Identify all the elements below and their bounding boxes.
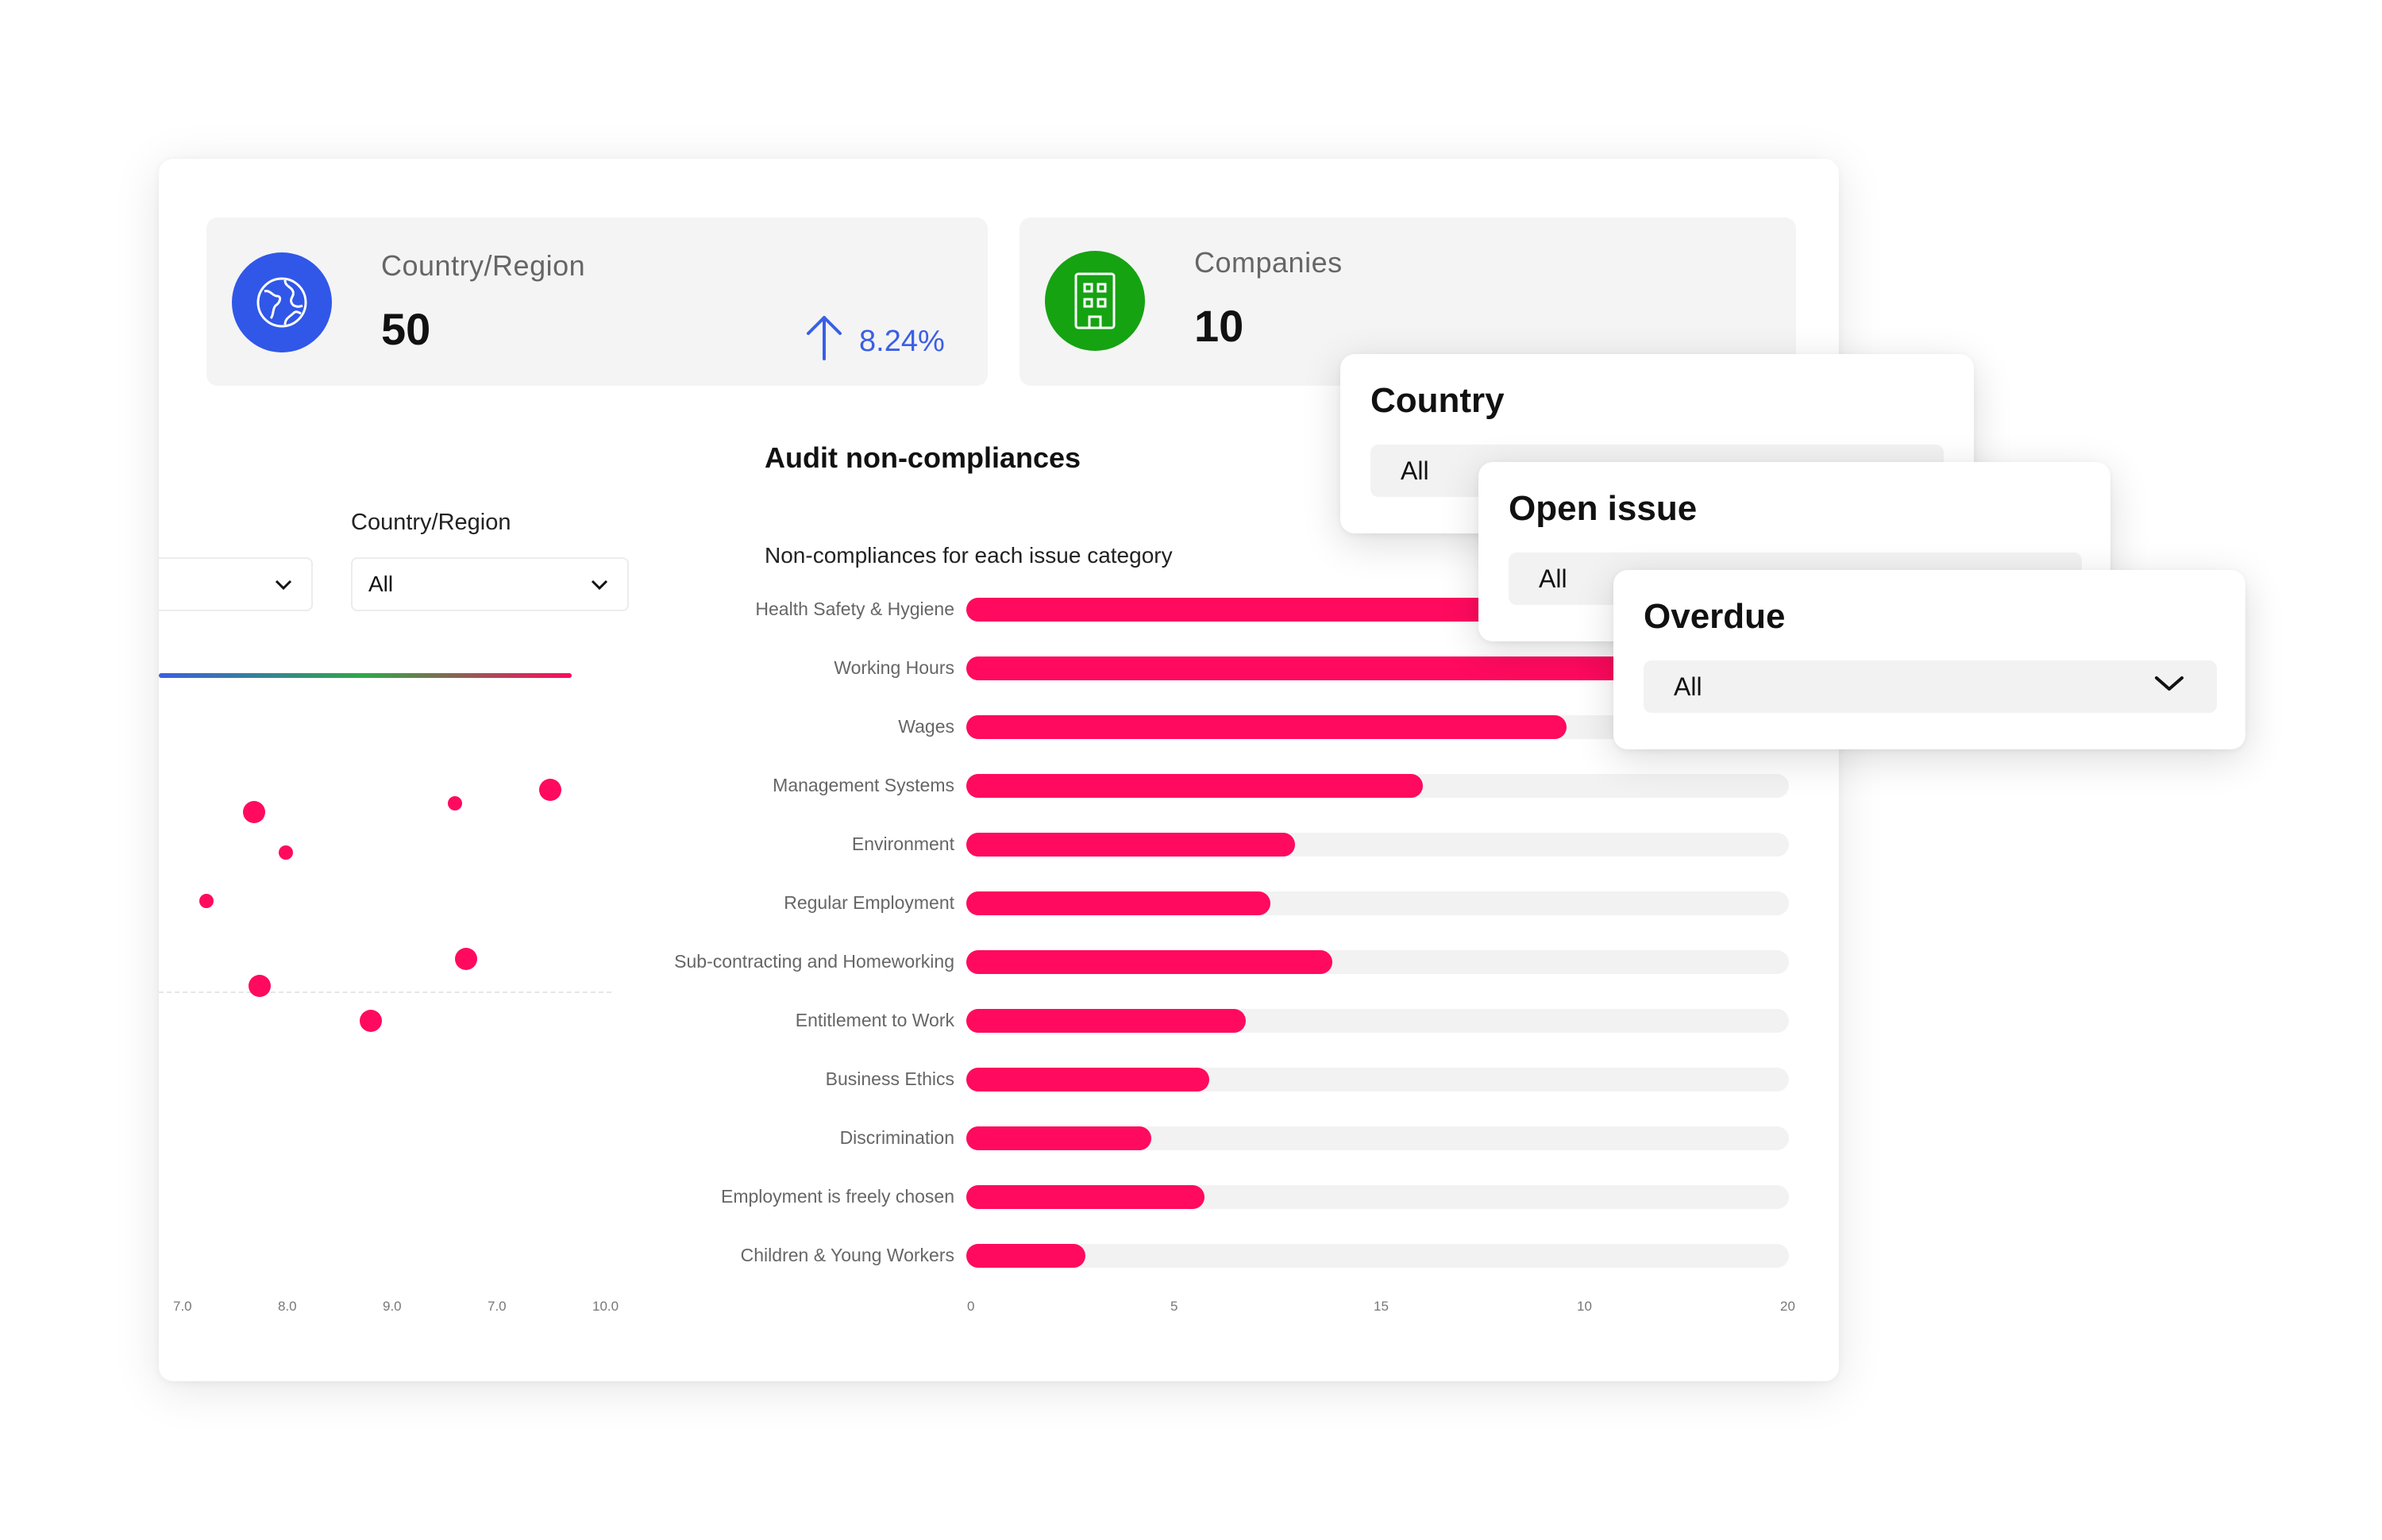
scatter-point[interactable] (454, 948, 477, 970)
chevron-down-icon (2152, 672, 2187, 702)
overdue-popup-title: Overdue (1644, 597, 1786, 636)
scatter-point[interactable] (243, 801, 265, 824)
bar-category-label: Discrimination (839, 1127, 954, 1148)
scatter-x-ticks: 7.0 8.0 9.0 7.0 10.0 (159, 1299, 635, 1322)
bar-row: Employment is freely chosen (159, 1181, 1839, 1213)
country-region-filter-label: Country/Region (351, 510, 511, 535)
bar-category-label: Management Systems (773, 775, 954, 795)
dashboard-card: Country/Region 50 8.24% Companies 10 Cou… (159, 159, 1839, 1381)
bar-x-ticks: 0 5 15 10 20 (159, 1299, 1839, 1322)
bar[interactable] (966, 833, 1295, 857)
bar-track (966, 774, 1789, 798)
country-stat-value: 50 (381, 304, 431, 354)
bar-x-tick-label: 20 (1780, 1299, 1795, 1314)
scatter-x-tick-label: 7.0 (173, 1299, 192, 1314)
scatter-plot (159, 714, 635, 1159)
scatter-x-tick-label: 7.0 (488, 1299, 507, 1314)
bar-row: Working Hours (159, 653, 1839, 684)
trend-value: 8.24% (859, 324, 945, 358)
scatter-point[interactable] (199, 894, 214, 909)
bar-track (966, 1244, 1789, 1268)
bar-row: Business Ethics (159, 1064, 1839, 1095)
bar-row: Sub-contracting and Homeworking (159, 946, 1839, 978)
overdue-popup-select[interactable]: All (1644, 660, 2217, 713)
bar[interactable] (966, 715, 1567, 739)
chevron-down-icon (588, 572, 611, 596)
bar-x-tick-label: 5 (1170, 1299, 1178, 1314)
bar-track (966, 950, 1789, 974)
gradient-divider (159, 673, 572, 678)
bar-track (966, 1185, 1789, 1209)
country-region-select-value: All (368, 572, 394, 596)
country-stat-card: Country/Region 50 8.24% (206, 218, 988, 386)
bar-category-label: Sub-contracting and Homeworking (674, 951, 954, 972)
chevron-down-icon (272, 572, 295, 596)
scatter-point[interactable] (448, 796, 463, 810)
globe-icon (232, 252, 332, 352)
bar-category-label: Working Hours (834, 657, 954, 678)
country-popup-value: All (1401, 456, 1429, 485)
bar[interactable] (966, 1244, 1085, 1268)
country-popup-title: Country (1370, 381, 1505, 420)
companies-stat-value: 10 (1194, 301, 1244, 351)
bar[interactable] (966, 656, 1686, 680)
scatter-x-tick-label: 10.0 (592, 1299, 619, 1314)
scatter-point[interactable] (539, 779, 562, 802)
bar-track (966, 891, 1789, 915)
bar-track (966, 1068, 1789, 1091)
arrow-up-icon (804, 313, 845, 370)
companies-stat-label: Companies (1194, 246, 1343, 279)
bar-track (966, 833, 1789, 857)
bar-track (966, 1009, 1789, 1033)
open-issue-popup-title: Open issue (1509, 489, 1698, 528)
left-cut-select[interactable] (159, 557, 313, 611)
country-region-select[interactable]: All (351, 557, 629, 611)
bar[interactable] (966, 1126, 1151, 1150)
bar[interactable] (966, 774, 1423, 798)
overdue-popup: Overdue All (1613, 570, 2245, 749)
scatter-dashed-line (159, 991, 611, 993)
bar-category-label: Entitlement to Work (795, 1010, 954, 1030)
bar[interactable] (966, 1068, 1209, 1091)
bar-row: Entitlement to Work (159, 1005, 1839, 1037)
scatter-point[interactable] (248, 974, 271, 997)
scatter-point[interactable] (359, 1010, 382, 1033)
bar-row: Discrimination (159, 1122, 1839, 1154)
scatter-x-tick-label: 8.0 (278, 1299, 297, 1314)
bar-row: Children & Young Workers (159, 1240, 1839, 1272)
bar-chart: Health Safety & Hygiene Working Hours Wage… (159, 159, 1839, 1381)
scatter-point[interactable] (279, 845, 293, 860)
bar-row: Wages (159, 711, 1839, 743)
bar-x-tick-label: 15 (1374, 1299, 1389, 1314)
chart-subtitle: Non-compliances for each issue category (765, 543, 1173, 568)
bar-x-tick-label: 0 (967, 1299, 975, 1314)
open-issue-popup-value: All (1539, 564, 1567, 593)
building-icon (1045, 251, 1145, 351)
bar-category-label: Employment is freely chosen (720, 1186, 954, 1207)
bar-track (966, 1126, 1789, 1150)
bar-category-label: Regular Employment (784, 892, 954, 913)
scatter-x-tick-label: 9.0 (383, 1299, 402, 1314)
bar-category-label: Business Ethics (825, 1068, 954, 1089)
bar-category-label: Environment (851, 834, 954, 854)
bar[interactable] (966, 1185, 1204, 1209)
overdue-popup-value: All (1674, 672, 1702, 701)
bar-row: Environment (159, 829, 1839, 860)
bar-category-label: Health Safety & Hygiene (755, 599, 954, 619)
chart-heading: Audit non-compliances (765, 441, 1081, 474)
bar-x-tick-label: 10 (1577, 1299, 1592, 1314)
bar-category-label: Children & Young Workers (740, 1245, 954, 1265)
bar[interactable] (966, 950, 1332, 974)
bar-row: Management Systems (159, 770, 1839, 802)
country-trend: 8.24% (804, 313, 945, 370)
country-stat-label: Country/Region (381, 249, 586, 282)
bar[interactable] (966, 1009, 1246, 1033)
bar-category-label: Wages (898, 716, 954, 737)
bar[interactable] (966, 891, 1270, 915)
bar-row: Regular Employment (159, 887, 1839, 919)
